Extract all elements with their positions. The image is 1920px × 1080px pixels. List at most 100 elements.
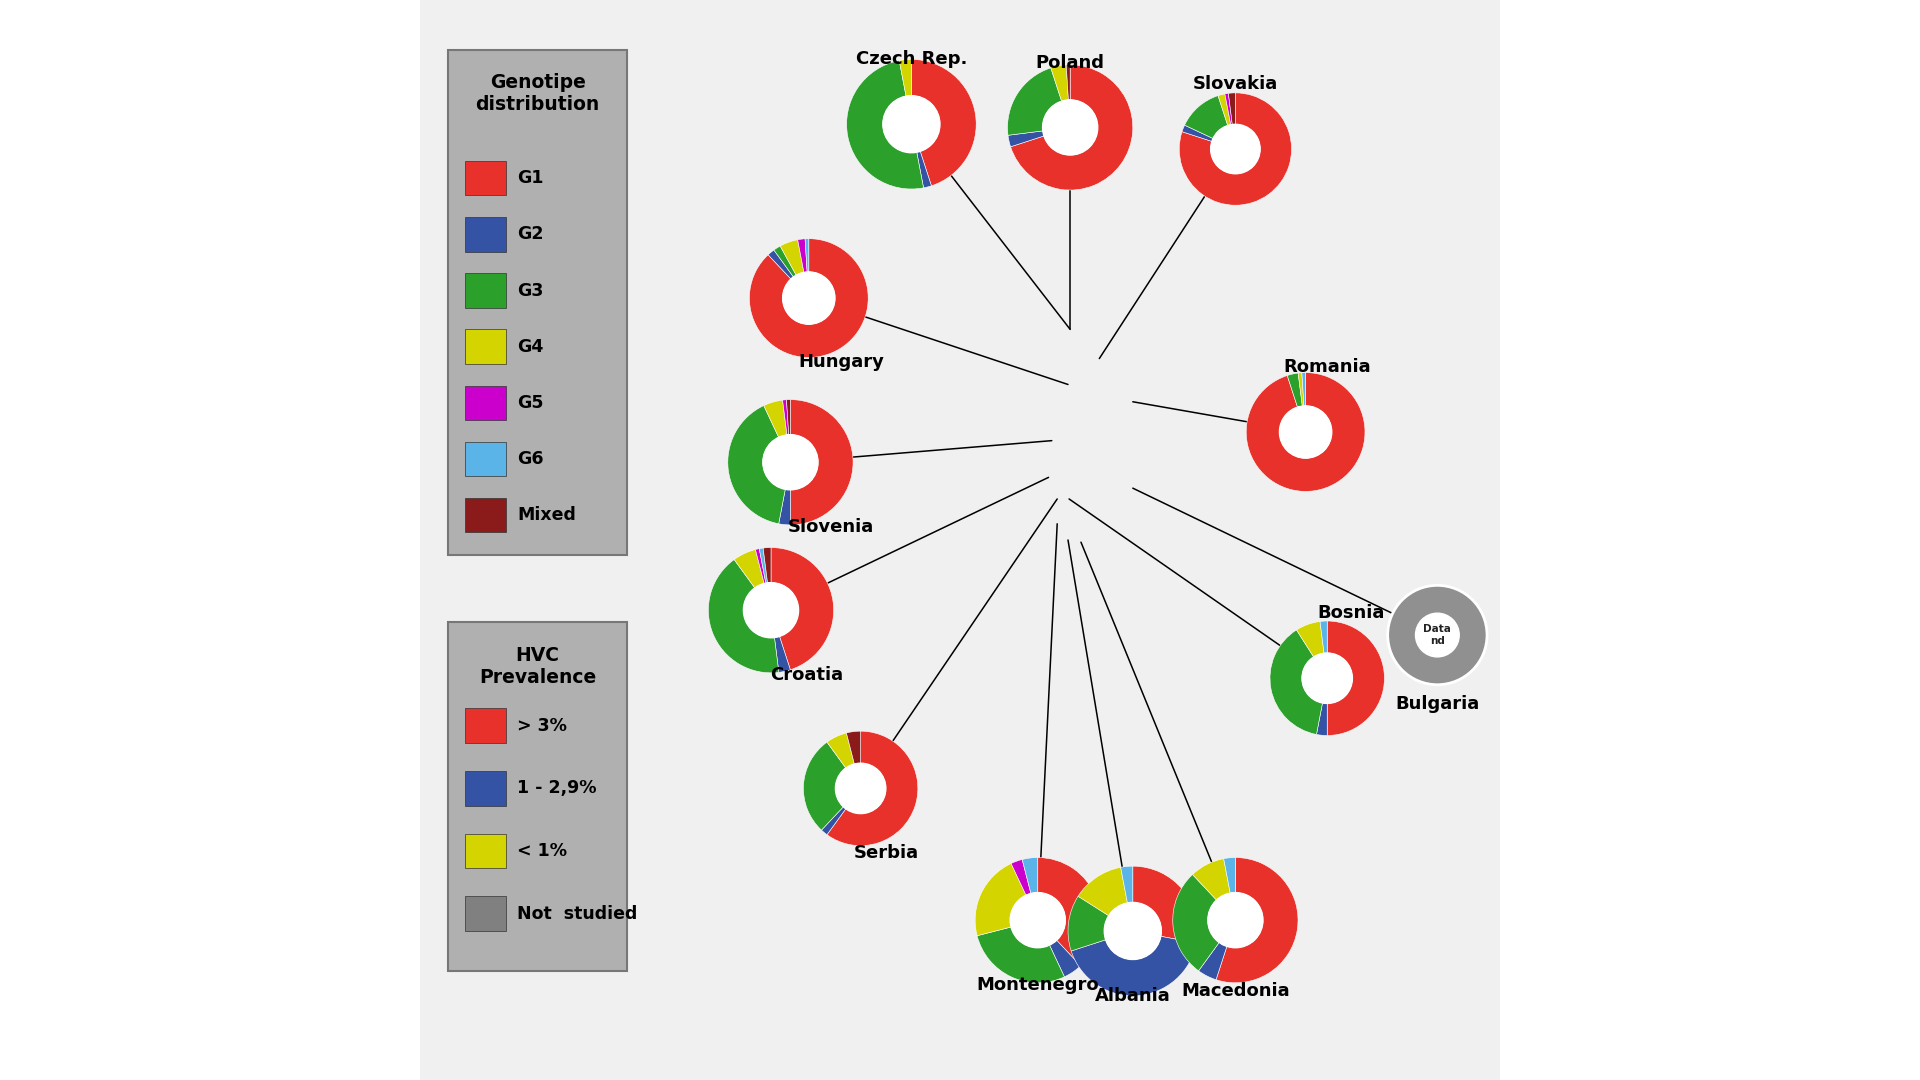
Wedge shape — [762, 548, 772, 583]
Wedge shape — [899, 59, 912, 96]
Wedge shape — [791, 400, 852, 525]
Wedge shape — [1229, 93, 1235, 124]
Wedge shape — [1223, 858, 1235, 893]
Wedge shape — [764, 400, 787, 437]
Wedge shape — [787, 400, 791, 435]
Text: Serbia: Serbia — [854, 845, 920, 862]
Wedge shape — [804, 239, 808, 272]
Wedge shape — [828, 731, 918, 846]
Wedge shape — [1225, 93, 1233, 125]
Bar — [465, 386, 507, 420]
Text: G5: G5 — [516, 394, 543, 411]
Wedge shape — [728, 406, 785, 524]
Wedge shape — [758, 548, 768, 583]
Wedge shape — [1121, 866, 1133, 903]
Wedge shape — [1302, 373, 1306, 406]
Circle shape — [1043, 99, 1098, 156]
Circle shape — [762, 434, 818, 490]
Text: 1 - 2,9%: 1 - 2,9% — [516, 780, 597, 797]
Circle shape — [1415, 613, 1459, 657]
Text: Bulgaria: Bulgaria — [1396, 696, 1480, 713]
Text: Albania: Albania — [1094, 987, 1171, 1004]
Wedge shape — [772, 548, 833, 670]
Wedge shape — [1317, 703, 1327, 735]
Wedge shape — [1010, 65, 1133, 190]
Bar — [465, 217, 507, 252]
Circle shape — [1208, 892, 1263, 948]
Text: Romania: Romania — [1283, 359, 1371, 376]
Wedge shape — [1066, 65, 1069, 100]
Text: HVC
Prevalence: HVC Prevalence — [480, 646, 597, 687]
Wedge shape — [1173, 875, 1219, 971]
Circle shape — [1388, 585, 1486, 685]
Wedge shape — [774, 246, 797, 276]
Wedge shape — [847, 731, 860, 764]
Wedge shape — [733, 550, 764, 588]
Wedge shape — [1198, 943, 1227, 980]
Wedge shape — [774, 636, 791, 673]
Bar — [465, 834, 507, 868]
Wedge shape — [828, 733, 854, 768]
Wedge shape — [780, 489, 791, 525]
Wedge shape — [1192, 859, 1231, 900]
Text: Macedonia: Macedonia — [1181, 983, 1290, 1000]
Wedge shape — [1296, 621, 1325, 657]
Wedge shape — [1246, 373, 1365, 491]
Wedge shape — [916, 151, 931, 188]
FancyBboxPatch shape — [447, 622, 628, 971]
Bar — [465, 329, 507, 364]
Wedge shape — [755, 549, 766, 583]
Bar — [465, 771, 507, 806]
Wedge shape — [1217, 94, 1231, 125]
Text: < 1%: < 1% — [516, 842, 566, 860]
Text: Slovakia: Slovakia — [1192, 76, 1279, 93]
Circle shape — [1279, 406, 1332, 458]
Wedge shape — [768, 251, 793, 279]
Wedge shape — [977, 927, 1064, 983]
Wedge shape — [780, 240, 804, 275]
Wedge shape — [1079, 867, 1127, 916]
Text: Genotipe
distribution: Genotipe distribution — [476, 73, 599, 114]
Wedge shape — [708, 559, 780, 673]
Circle shape — [1212, 124, 1260, 174]
Wedge shape — [1286, 373, 1302, 407]
Wedge shape — [1185, 96, 1227, 138]
Text: Hungary: Hungary — [799, 353, 883, 370]
Wedge shape — [1050, 65, 1068, 102]
Wedge shape — [1012, 860, 1031, 895]
FancyBboxPatch shape — [447, 50, 628, 555]
Bar — [465, 442, 507, 476]
Wedge shape — [1179, 93, 1292, 205]
Circle shape — [1302, 653, 1352, 703]
Wedge shape — [847, 60, 924, 189]
Text: Czech Rep.: Czech Rep. — [856, 51, 968, 68]
Text: Croatia: Croatia — [770, 666, 843, 684]
Text: Poland: Poland — [1035, 54, 1104, 71]
Bar — [465, 498, 507, 532]
Text: Data
nd: Data nd — [1423, 624, 1452, 646]
Circle shape — [835, 764, 885, 813]
Wedge shape — [1298, 373, 1304, 406]
Text: G4: G4 — [516, 338, 543, 355]
Wedge shape — [1068, 896, 1108, 951]
Wedge shape — [1008, 68, 1062, 135]
Text: G2: G2 — [516, 226, 543, 243]
Text: Montenegro: Montenegro — [977, 976, 1098, 994]
Wedge shape — [803, 742, 847, 831]
Wedge shape — [1183, 125, 1213, 141]
Text: > 3%: > 3% — [516, 717, 566, 734]
Wedge shape — [1215, 858, 1298, 983]
Text: G6: G6 — [516, 450, 543, 468]
Circle shape — [883, 96, 941, 152]
Text: Slovenia: Slovenia — [787, 518, 874, 536]
Wedge shape — [1133, 866, 1198, 943]
Wedge shape — [783, 400, 789, 435]
Wedge shape — [1021, 858, 1037, 893]
Text: G3: G3 — [516, 282, 543, 299]
Bar — [465, 161, 507, 195]
Circle shape — [743, 582, 799, 638]
Wedge shape — [749, 239, 868, 357]
Circle shape — [783, 272, 835, 324]
Text: G1: G1 — [516, 170, 543, 187]
Wedge shape — [822, 807, 847, 835]
